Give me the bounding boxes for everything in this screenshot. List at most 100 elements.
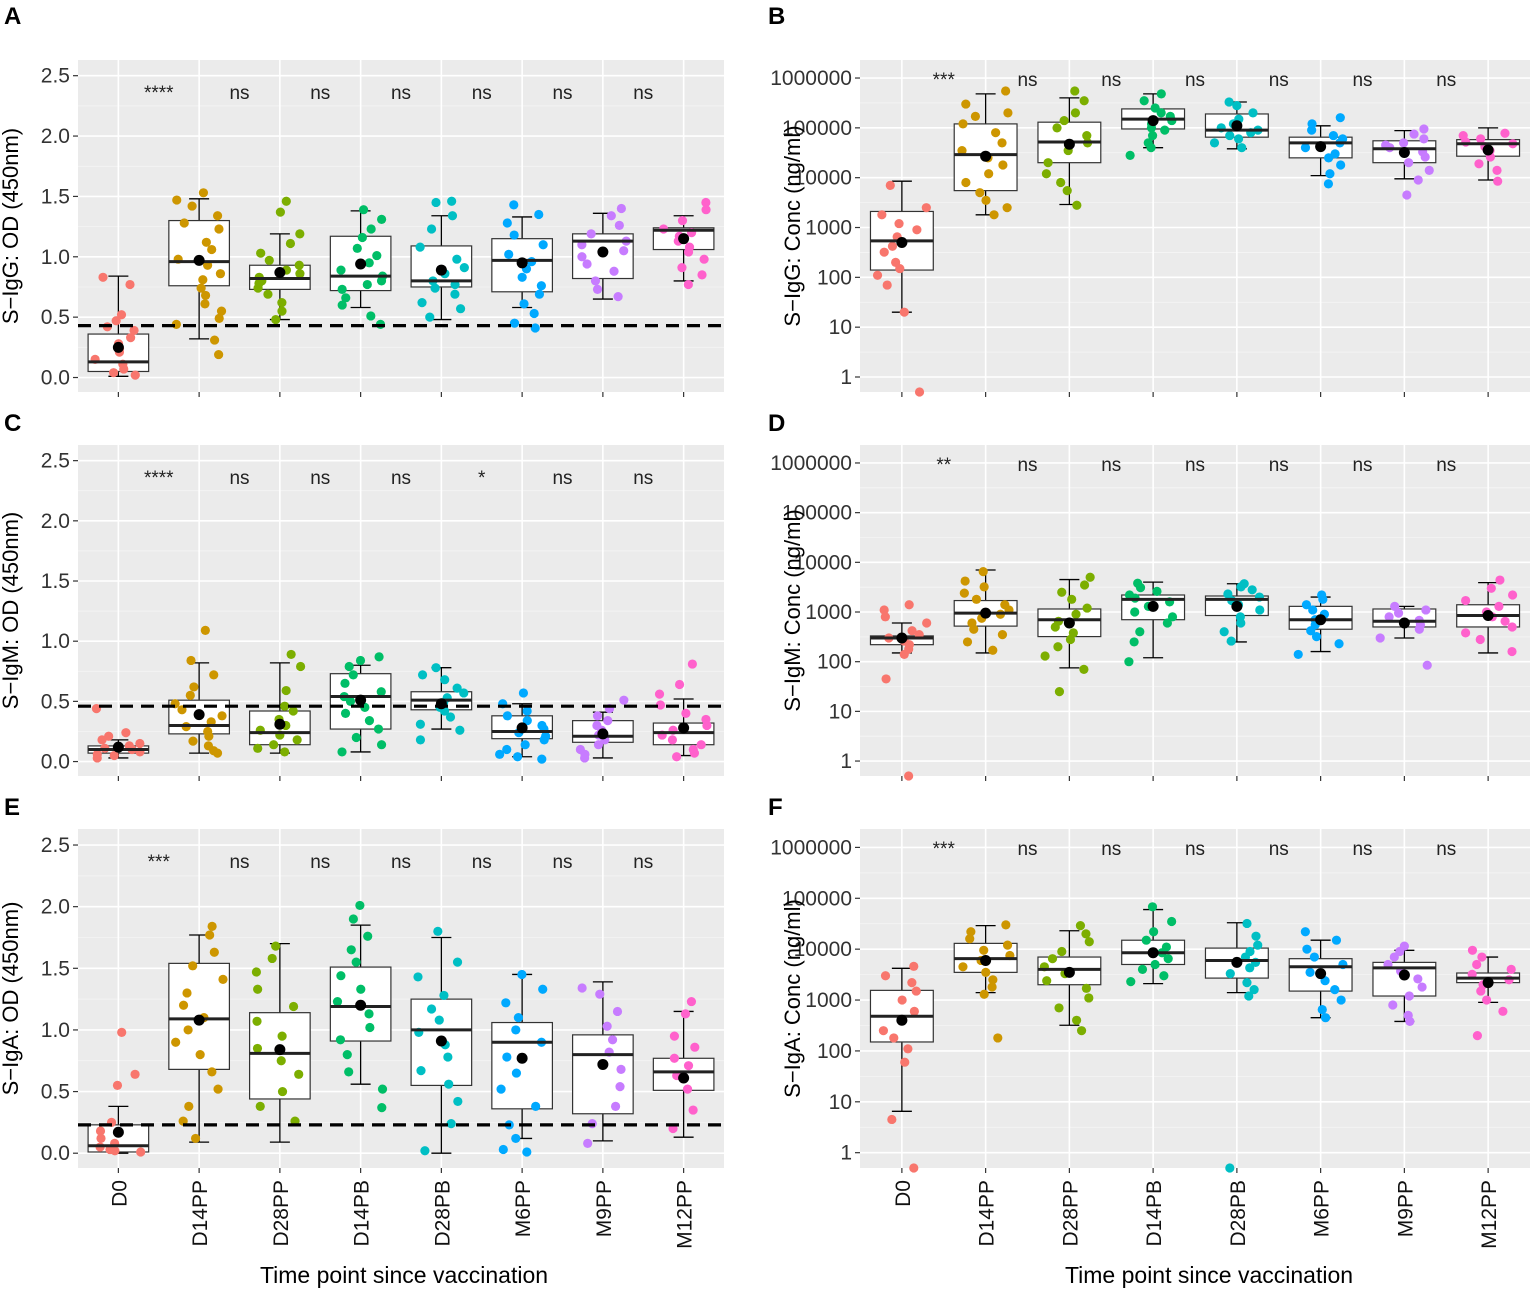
data-point (539, 735, 549, 745)
data-point (603, 716, 613, 726)
data-point (253, 984, 263, 994)
data-point (277, 1031, 287, 1041)
data-point (502, 218, 512, 228)
data-point (358, 205, 369, 215)
data-point (1003, 108, 1013, 118)
data-point (125, 279, 135, 290)
data-point (91, 703, 102, 714)
data-point (218, 974, 228, 984)
data-point (987, 982, 997, 992)
data-point (376, 687, 386, 697)
data-point (415, 242, 425, 252)
data-point (1076, 1026, 1087, 1036)
panel-letter: A (4, 3, 21, 30)
mean-point (1482, 977, 1494, 989)
box-m9pp (571, 981, 634, 1148)
data-point (1248, 108, 1258, 118)
data-point (520, 740, 530, 750)
mean-point (112, 1126, 124, 1138)
data-point (1420, 152, 1430, 162)
data-point (1253, 940, 1263, 950)
data-point (593, 740, 604, 750)
box-m9pp (571, 203, 634, 302)
mean-point (1147, 115, 1159, 127)
mean-point (112, 341, 124, 353)
significance-label: *** (933, 70, 956, 91)
data-point (196, 283, 206, 293)
data-point (1506, 964, 1516, 975)
y-tick-label: 2.5 (41, 834, 70, 857)
data-point (616, 1064, 626, 1074)
data-point (511, 1068, 522, 1078)
data-point (1404, 158, 1414, 168)
data-point (364, 716, 375, 726)
data-point (92, 753, 102, 763)
significance-label: ns (1101, 455, 1121, 476)
box-d28pb (410, 196, 473, 322)
box-d28pp (248, 649, 311, 757)
data-point (504, 249, 514, 259)
data-point (1318, 594, 1328, 604)
data-point (1236, 582, 1246, 592)
box-d0 (869, 600, 934, 781)
x-tick-label: M12PP (674, 1180, 697, 1249)
data-point (1336, 160, 1346, 170)
mean-point (1398, 147, 1410, 159)
data-point (958, 119, 968, 129)
data-point (420, 1146, 430, 1156)
data-point (962, 637, 973, 647)
mean-point (1482, 610, 1494, 622)
data-point (186, 655, 196, 666)
data-point (96, 1133, 106, 1144)
data-point (502, 711, 512, 721)
data-point (1424, 165, 1434, 176)
data-point (184, 1101, 194, 1111)
data-point (1084, 993, 1094, 1003)
data-point (654, 689, 665, 699)
data-point (444, 1079, 454, 1089)
data-point (126, 333, 136, 343)
data-point (1330, 985, 1340, 995)
data-point (1320, 1013, 1331, 1023)
data-point (256, 248, 266, 258)
data-point (1082, 603, 1092, 613)
data-point (450, 289, 460, 299)
data-point (1057, 946, 1067, 957)
data-point (1057, 587, 1067, 597)
data-point (1421, 605, 1431, 615)
data-point (989, 210, 999, 220)
data-point (529, 308, 539, 319)
mean-point (1231, 956, 1243, 968)
data-point (355, 655, 366, 666)
data-point (209, 947, 219, 957)
mean-point (193, 254, 205, 266)
panel-d: D 1 10 100 1000 10000 100000 1000000 S−IgM: Conc… (768, 410, 1530, 781)
y-tick-label: 1.0 (41, 1019, 70, 1042)
significance-label: ns (1101, 839, 1121, 860)
data-point (351, 732, 361, 743)
mean-point (355, 258, 367, 270)
data-point (295, 661, 306, 672)
data-point (1126, 977, 1136, 987)
data-point (683, 247, 694, 257)
iqr-box (248, 1012, 311, 1100)
data-point (111, 316, 121, 326)
x-axis-title-right: Time point since vaccination (1065, 1262, 1353, 1288)
data-point (182, 988, 192, 998)
data-point (1147, 130, 1158, 141)
significance-label: ns (229, 468, 249, 489)
data-point (911, 986, 921, 996)
data-point (984, 169, 994, 179)
x-tick-label: D14PP (189, 1180, 212, 1247)
data-point (509, 200, 519, 210)
data-point (1224, 97, 1234, 107)
data-point (1309, 952, 1319, 962)
y-tick-label: 100 (817, 651, 852, 674)
data-point (130, 1069, 140, 1079)
panel-letter: C (4, 410, 21, 437)
data-point (619, 695, 629, 705)
data-point (1493, 176, 1503, 186)
data-point (1047, 954, 1058, 964)
data-point (960, 576, 970, 586)
significance-label: ns (1185, 455, 1205, 476)
